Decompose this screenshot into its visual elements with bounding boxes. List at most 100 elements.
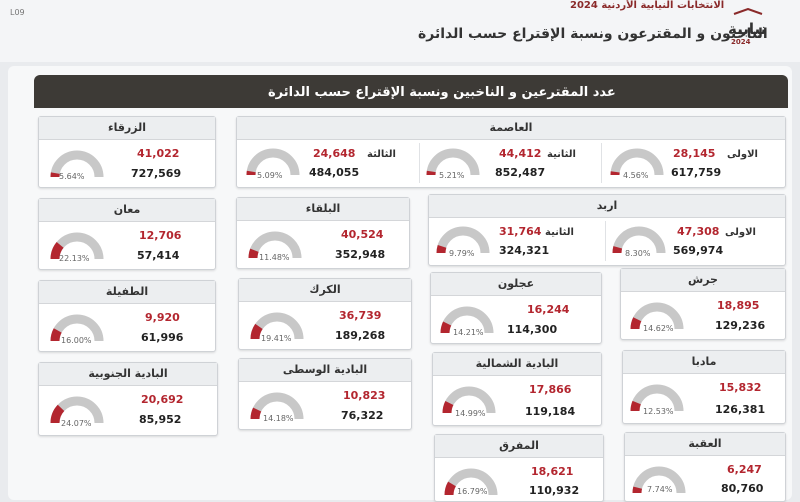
district-card-madaba[interactable]: مادبا 12.53% 15,832 126,381: [622, 350, 786, 424]
turnout-percent: 7.74%: [647, 485, 672, 494]
registered-voters: 852,487: [495, 166, 545, 179]
gauge-fill: [255, 410, 257, 419]
turnout-percent: 8.30%: [625, 249, 650, 258]
district-card-amman[interactable]: العاصمة 5.09% 24,648 الثالثة 484,055 5.2…: [236, 116, 786, 188]
registered-voters: 119,184: [525, 405, 575, 418]
voted-count: 17,866: [529, 383, 571, 396]
turnout-percent: 14.18%: [263, 414, 294, 423]
turnout-percent: 16.79%: [457, 487, 488, 496]
gauge-fill: [635, 403, 637, 411]
district-card-south-badia[interactable]: البادية الجنوبية 24.07% 20,692 85,952: [38, 362, 218, 436]
sub-district-label: الاولى: [725, 227, 756, 238]
registered-voters: 80,760: [721, 482, 763, 495]
district-card-jerash[interactable]: جرش 14.62% 18,895 129,236: [620, 268, 786, 340]
district-card-maan[interactable]: معان 22.13% 12,706 57,414: [38, 198, 216, 270]
turnout-percent: 11.48%: [259, 253, 290, 262]
election-title: الانتخابات النيابية الأردنية 2024: [570, 0, 724, 11]
gauge-fill: [55, 330, 58, 341]
voted-count: 6,247: [727, 463, 762, 476]
gauge-fill: [449, 484, 452, 495]
gauge-fill: [445, 324, 447, 334]
district-name: عجلون: [431, 273, 601, 296]
registered-voters: 76,322: [341, 409, 383, 422]
divider: [605, 221, 606, 261]
divider: [601, 143, 602, 183]
turnout-percent: 5.21%: [439, 171, 464, 180]
district-name: الزرقاء: [39, 117, 215, 140]
district-card-aqaba[interactable]: العقبة 7.74% 6,247 80,760: [624, 432, 786, 502]
voted-count: 31,764: [499, 225, 541, 238]
gauge-fill: [617, 247, 618, 253]
voted-count: 40,524: [341, 228, 383, 241]
voted-count: 16,244: [527, 303, 569, 316]
turnout-percent: 16.00%: [61, 336, 92, 345]
registered-voters: 61,996: [141, 331, 183, 344]
gauge-fill: [637, 488, 638, 493]
registered-voters: 352,948: [335, 248, 385, 261]
voted-count: 41,022: [137, 147, 179, 160]
voted-count: 36,739: [339, 309, 381, 322]
turnout-percent: 12.53%: [643, 407, 674, 416]
voted-count: 15,832: [719, 381, 761, 394]
turnout-percent: 19.41%: [261, 334, 292, 343]
district-name: مادبا: [623, 351, 785, 374]
district-card-irbid[interactable]: اربد 9.79% 31,764 الثانية 324,321 8.30% …: [428, 194, 786, 266]
voted-count: 47,308: [677, 225, 719, 238]
turnout-percent: 5.09%: [257, 171, 282, 180]
district-card-tafila[interactable]: الطفيلة 16.00% 9,920 61,996: [38, 280, 216, 352]
registered-voters: 727,569: [131, 167, 181, 180]
registered-voters: 484,055: [309, 166, 359, 179]
turnout-percent: 24.07%: [61, 419, 92, 428]
registered-voters: 85,952: [139, 413, 181, 426]
district-card-zarqa[interactable]: الزرقاء 5.64% 41,022 727,569: [38, 116, 216, 188]
turnout-percent: 14.99%: [455, 409, 486, 418]
voted-count: 24,648: [313, 147, 355, 160]
turnout-percent: 22.13%: [59, 254, 90, 263]
district-name: المفرق: [435, 435, 603, 458]
voted-count: 9,920: [145, 311, 180, 324]
district-name: اربد: [429, 195, 785, 218]
gauge-fill: [253, 250, 254, 258]
district-name: البادية الجنوبية: [39, 363, 217, 386]
page-title: الناخبون و المقترعون ونسبة الإقتراع حسب …: [418, 26, 768, 42]
district-name: جرش: [621, 269, 785, 292]
district-name: معان: [39, 199, 215, 222]
registered-voters: 57,414: [137, 249, 179, 262]
district-card-ajloun[interactable]: عجلون 14.21% 16,244 114,300: [430, 272, 602, 344]
district-card-north-badia[interactable]: البادية الشمالية 14.99% 17,866 119,184: [432, 352, 602, 426]
district-name: العاصمة: [237, 117, 785, 140]
sub-district-label: الثالثة: [367, 149, 396, 160]
registered-voters: 324,321: [499, 244, 549, 257]
registered-voters: 110,932: [529, 484, 579, 497]
district-name: البادية الشمالية: [433, 353, 601, 376]
sub-district-label: الثانية: [547, 149, 576, 160]
district-name: الطفيلة: [39, 281, 215, 304]
voted-count: 10,823: [343, 389, 385, 402]
voted-count: 12,706: [139, 229, 181, 242]
slide-code: L09: [10, 8, 25, 17]
divider: [419, 143, 420, 183]
district-name: البادية الوسطى: [239, 359, 411, 382]
district-card-karak[interactable]: الكرك 19.41% 36,739 189,268: [238, 278, 412, 350]
gauge-fill: [447, 403, 449, 413]
turnout-percent: 14.62%: [643, 324, 674, 333]
registered-voters: 617,759: [671, 166, 721, 179]
logo-text: نيابية: [728, 20, 766, 38]
turnout-percent: 9.79%: [449, 249, 474, 258]
registered-voters: 114,300: [507, 323, 557, 336]
registered-voters: 126,381: [715, 403, 765, 416]
district-card-mafraq[interactable]: المفرق 16.79% 18,621 110,932: [434, 434, 604, 502]
gauge-fill: [635, 319, 637, 329]
turnout-percent: 5.64%: [59, 172, 84, 181]
registered-voters: 569,974: [673, 244, 723, 257]
voted-count: 44,412: [499, 147, 541, 160]
gauge-fill: [255, 326, 259, 339]
panel-banner-title: عدد المقترعين و الناخبين ونسبة الإقتراع …: [268, 85, 616, 100]
turnout-percent: 14.21%: [453, 328, 484, 337]
district-name: العقبة: [625, 433, 785, 456]
gauge-fill: [441, 246, 442, 253]
district-card-central-badia[interactable]: البادية الوسطى 14.18% 10,823 76,322: [238, 358, 412, 430]
district-card-balqa[interactable]: البلقاء 11.48% 40,524 352,948: [236, 197, 410, 269]
voted-count: 18,895: [717, 299, 759, 312]
voted-count: 28,145: [673, 147, 715, 160]
